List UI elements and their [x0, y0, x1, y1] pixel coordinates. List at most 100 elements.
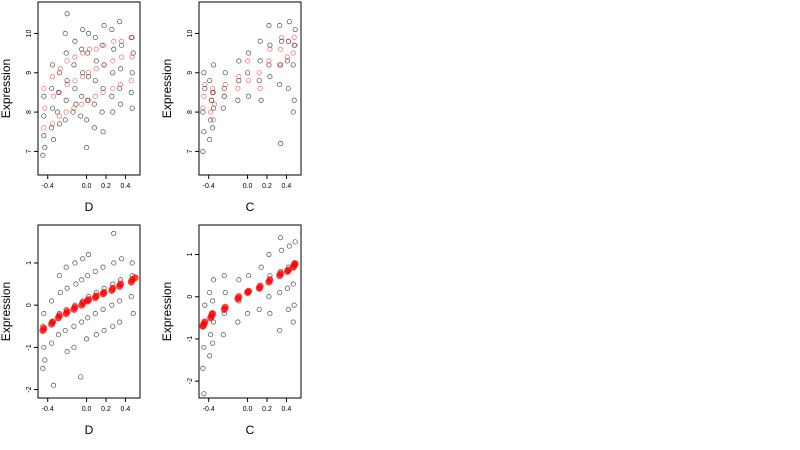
- fitted-point: [200, 105, 206, 111]
- fitted-point: [256, 282, 264, 290]
- fitted-point: [42, 105, 48, 111]
- y-tick-label: 8: [187, 110, 194, 114]
- observed-point: [117, 19, 123, 25]
- y-tick-label: 9: [187, 71, 194, 75]
- y-tick-label: 7: [187, 149, 194, 153]
- observed-point: [128, 89, 134, 95]
- fitted-point: [118, 38, 125, 44]
- panel-top-left: -0.4 0.0 0.2 0.4 7 8 9 10 D Expression: [0, 1, 141, 214]
- observed-point: [80, 256, 86, 262]
- observed-point: [62, 117, 68, 123]
- fitted-point: [63, 109, 69, 115]
- x-tick-label: 0.2: [101, 406, 111, 413]
- fitted-point: [256, 70, 262, 76]
- observed-point: [129, 260, 135, 266]
- observed-point: [130, 311, 136, 317]
- observed-point: [109, 93, 115, 99]
- observed-point: [266, 294, 272, 300]
- observed-point: [207, 78, 213, 84]
- observed-point: [56, 121, 62, 127]
- observed-point: [279, 38, 285, 44]
- observed-point: [62, 327, 68, 334]
- observed-point: [208, 117, 214, 123]
- observed-point: [62, 30, 68, 37]
- observed-point: [41, 93, 47, 99]
- observed-point: [110, 70, 116, 76]
- observed-point: [42, 357, 48, 363]
- observed-point: [56, 273, 62, 279]
- fitted-point: [221, 93, 227, 99]
- observed-point: [266, 23, 272, 29]
- observed-point: [78, 374, 84, 380]
- x-axis-title: C: [246, 200, 255, 214]
- fitted-point: [117, 280, 125, 288]
- observed-point: [41, 344, 47, 350]
- observed-point: [286, 243, 292, 249]
- fitted-point: [41, 85, 47, 92]
- points-layer: [40, 11, 136, 158]
- fitted-point: [92, 292, 100, 300]
- fitted-point: [236, 74, 242, 80]
- observed-point: [220, 332, 226, 338]
- fitted-point: [85, 70, 92, 76]
- observed-point: [208, 332, 214, 338]
- observed-point: [80, 26, 86, 33]
- fitted-point: [93, 66, 99, 72]
- fitted-point: [110, 85, 116, 92]
- observed-point: [111, 230, 117, 236]
- observed-point: [266, 251, 272, 258]
- observed-point: [200, 148, 206, 154]
- fitted-point: [129, 54, 135, 60]
- observed-point: [258, 97, 264, 103]
- fitted-point: [131, 274, 139, 282]
- fitted-point: [279, 34, 285, 40]
- x-tick-label: 0.2: [262, 406, 272, 413]
- observed-point: [118, 256, 125, 262]
- observed-point: [290, 62, 296, 68]
- fitted-point: [209, 97, 215, 103]
- observed-point: [99, 42, 105, 48]
- fitted-point: [290, 50, 296, 56]
- fitted-point: [101, 42, 107, 48]
- observed-point: [101, 327, 107, 334]
- points-layer: [200, 19, 298, 154]
- x-tick-label: 0.4: [121, 406, 131, 413]
- observed-point: [93, 58, 99, 64]
- observed-point: [71, 344, 77, 350]
- observed-point: [109, 302, 115, 308]
- observed-point: [50, 105, 56, 111]
- observed-point: [207, 353, 213, 359]
- observed-point: [92, 311, 98, 317]
- observed-point: [290, 109, 296, 115]
- observed-point: [245, 93, 252, 99]
- observed-point: [63, 97, 69, 103]
- x-tick-label: 0.0: [243, 406, 253, 413]
- observed-point: [245, 50, 252, 56]
- observed-point: [245, 70, 251, 76]
- fitted-point: [64, 58, 70, 64]
- y-tick-label: 1: [26, 261, 33, 265]
- x-axis-title: C: [246, 423, 255, 437]
- fitted-point: [201, 93, 207, 99]
- observed-point: [63, 50, 69, 56]
- y-tick-label: 10: [187, 29, 194, 37]
- fitted-point: [291, 34, 297, 40]
- observed-point: [92, 34, 98, 40]
- x-tick-label: 0.0: [243, 183, 253, 190]
- observed-point: [84, 273, 91, 279]
- observed-point: [277, 289, 283, 296]
- fitted-point: [56, 113, 62, 119]
- y-axis-title: Expression: [160, 282, 174, 341]
- fitted-point: [202, 82, 208, 88]
- observed-point: [210, 298, 216, 304]
- observed-point: [64, 285, 70, 291]
- fitted-point: [72, 54, 78, 60]
- observed-point: [207, 137, 213, 143]
- observed-point: [91, 125, 97, 131]
- observed-point: [291, 302, 297, 308]
- fitted-point: [80, 50, 86, 56]
- fitted-point: [101, 62, 107, 68]
- points-layer: [199, 235, 299, 397]
- observed-point: [93, 332, 99, 338]
- observed-point: [292, 239, 298, 245]
